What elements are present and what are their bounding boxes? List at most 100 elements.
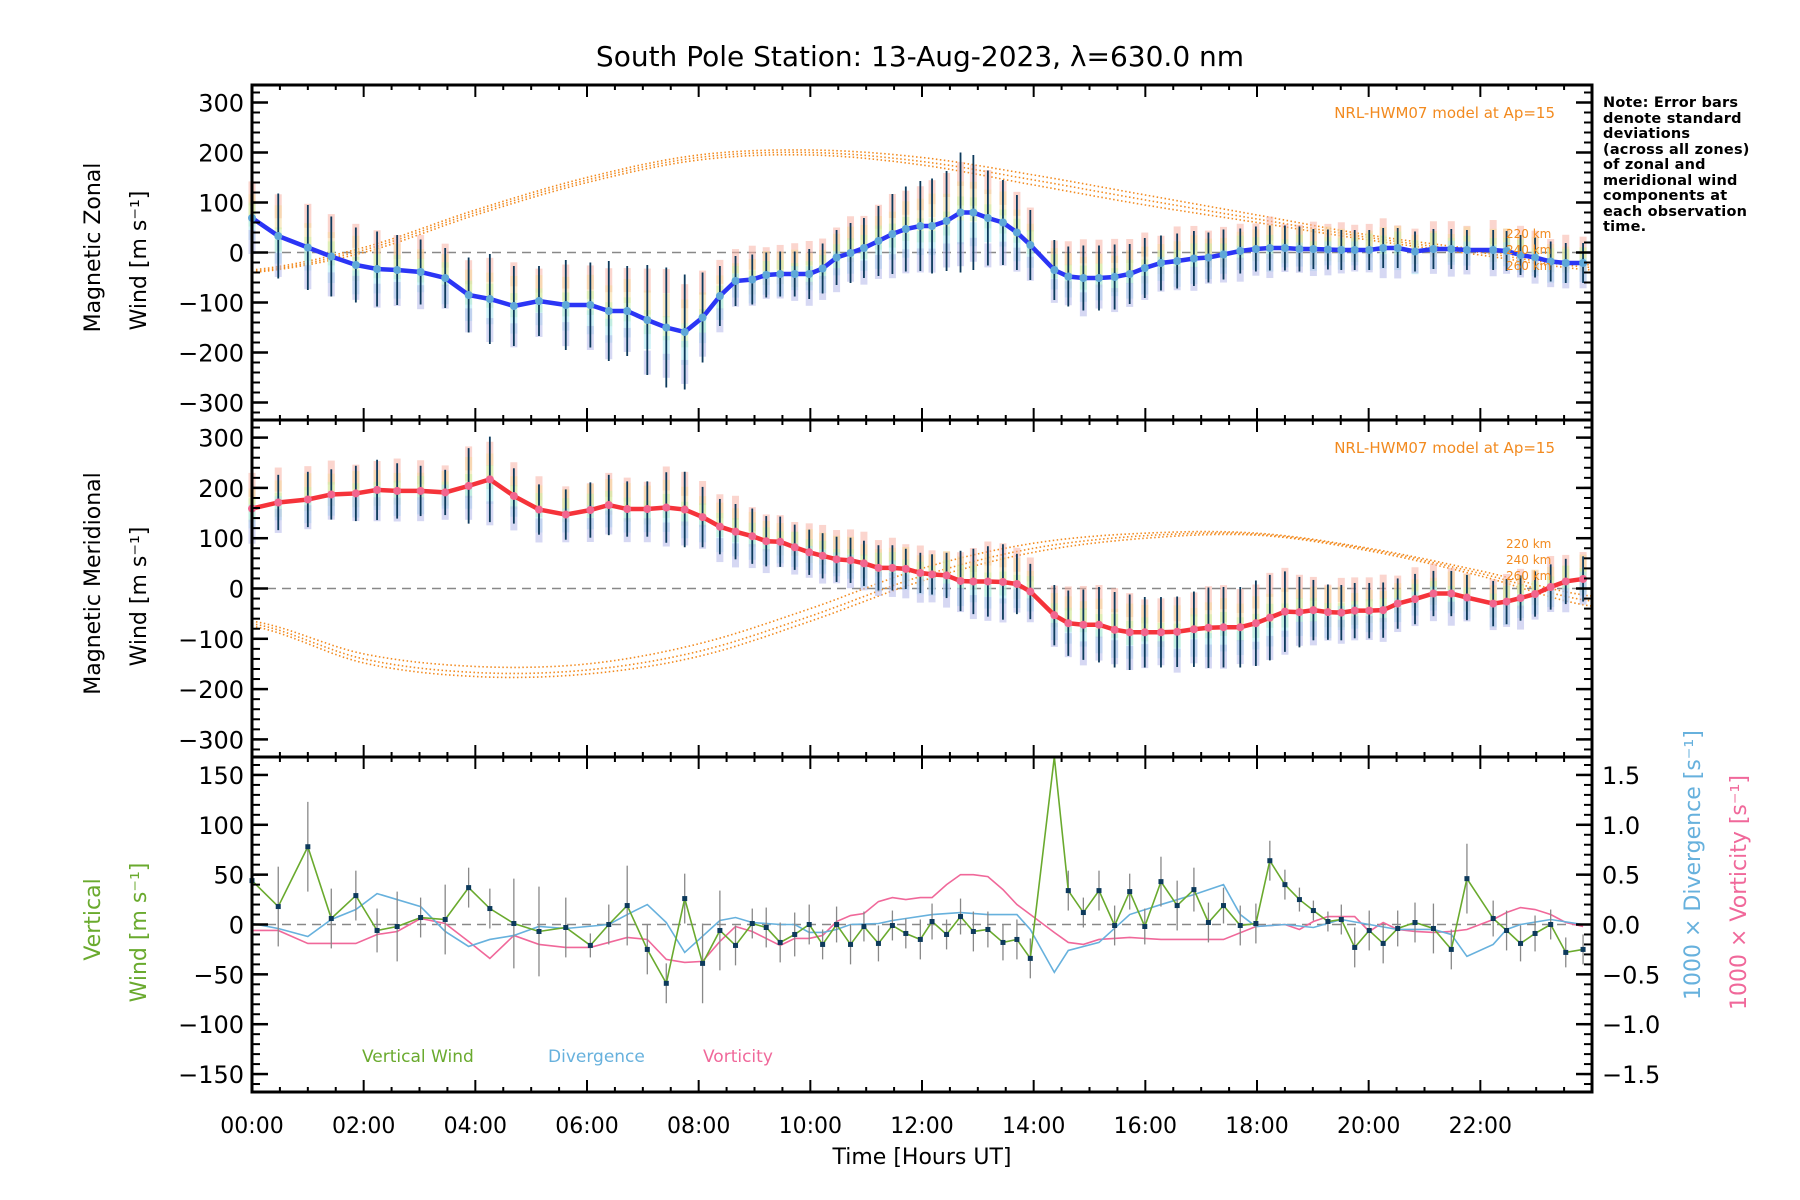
y-tick-label: −50: [193, 961, 244, 989]
data-point: [1079, 274, 1088, 282]
data-point: [859, 244, 868, 252]
data-point: [805, 548, 814, 557]
altitude-label: 220 km: [1506, 537, 1551, 551]
vertical-wind-point: [1448, 946, 1454, 952]
altitude-label: 220 km: [1506, 227, 1551, 241]
x-tick-label: 18:00: [1225, 1114, 1288, 1139]
vertical-wind-point: [1490, 916, 1496, 922]
data-point: [327, 490, 336, 499]
vertical-wind-point: [848, 941, 854, 947]
vertical-wind-point: [536, 928, 542, 934]
altitude-label: 260 km: [1506, 259, 1551, 273]
data-point: [1280, 607, 1289, 616]
data-point: [1079, 620, 1088, 629]
vertical-wind-point: [1158, 879, 1164, 885]
data-point: [1579, 574, 1588, 583]
data-point: [998, 577, 1007, 586]
vertical-wind-point: [682, 896, 688, 902]
data-point: [956, 576, 965, 585]
vertical-wind-point: [275, 904, 281, 910]
vertical-wind-point: [1065, 888, 1071, 894]
data-point: [351, 261, 360, 269]
data-point: [1309, 245, 1318, 253]
note-line: components at: [1603, 188, 1728, 204]
y-axis-title-line2: Wind [m s⁻¹]: [127, 527, 152, 667]
y-tick-label: 50: [213, 862, 244, 890]
vertical-wind-point: [1504, 927, 1510, 933]
vertical-wind-point: [305, 844, 311, 850]
vertical-wind-point: [487, 906, 493, 912]
vertical-wind-point: [792, 931, 798, 937]
data-point: [846, 249, 855, 257]
data-point: [623, 307, 632, 315]
data-point: [956, 208, 965, 217]
vertical-wind-point: [624, 903, 630, 909]
data-point: [888, 230, 897, 238]
data-point: [1337, 608, 1346, 617]
data-point: [1379, 606, 1388, 615]
data-point: [1295, 245, 1304, 253]
data-point: [643, 505, 652, 514]
data-point: [969, 208, 978, 217]
data-point: [464, 291, 473, 299]
vertical-wind-point: [861, 923, 867, 929]
data-point: [1265, 613, 1274, 622]
data-point: [832, 555, 841, 564]
vertical-wind-point: [1532, 930, 1538, 936]
data-point: [1516, 594, 1525, 603]
data-point: [1110, 625, 1119, 634]
data-point: [1189, 254, 1198, 263]
vertical-wind-point: [917, 936, 923, 942]
data-point: [1110, 273, 1119, 281]
vertical-wind-point: [466, 885, 472, 891]
data-point: [534, 297, 543, 305]
altitude-label: 260 km: [1506, 569, 1551, 583]
data-point: [1140, 628, 1149, 637]
data-point: [776, 270, 785, 278]
data-point: [393, 486, 402, 495]
vertical-wind-point: [374, 927, 380, 933]
data-point: [1026, 587, 1035, 596]
data-point: [901, 225, 910, 233]
data-point: [1531, 253, 1540, 262]
vertical-wind-point: [903, 930, 909, 936]
vertical-wind-point: [1395, 925, 1401, 931]
x-tick-label: 12:00: [890, 1114, 953, 1139]
data-point: [416, 268, 425, 276]
data-point: [1125, 270, 1134, 278]
data-point: [715, 292, 724, 300]
vertical-wind-point: [944, 931, 950, 937]
y-tick-label: 200: [198, 475, 244, 503]
y-axis-title-line2: Wind [m s⁻¹]: [127, 863, 152, 1003]
altitude-label: 240 km: [1506, 553, 1551, 567]
right-tick-label: 0.0: [1602, 912, 1640, 940]
data-point: [1502, 597, 1511, 606]
vertical-wind-point: [442, 917, 448, 923]
y-tick-label: 100: [198, 190, 244, 218]
vertical-wind-point: [1366, 927, 1372, 933]
data-point: [680, 505, 689, 514]
vertical-wind-point: [663, 980, 669, 986]
data-point: [790, 543, 799, 552]
data-point: [1236, 247, 1245, 255]
vertical-wind-point: [511, 921, 517, 927]
note-line: (across all zones): [1603, 141, 1750, 158]
data-point: [805, 270, 814, 278]
data-point: [916, 222, 925, 230]
y-tick-label: −100: [178, 1011, 244, 1039]
data-point: [748, 275, 757, 284]
panel-meridional: NRL-HWM07 model at Ap=15 220 km 240 km 260 …: [81, 418, 1594, 759]
data-point: [818, 551, 827, 560]
data-point: [1280, 244, 1289, 252]
y-tick-label: 0: [229, 240, 244, 268]
vertical-wind-point: [1412, 920, 1418, 926]
data-point: [1447, 589, 1456, 598]
data-point: [1393, 244, 1402, 252]
x-tick-label: 16:00: [1114, 1114, 1177, 1139]
data-point: [1012, 228, 1021, 237]
legend-item-vertical-wind: Vertical Wind: [362, 1047, 474, 1067]
data-point: [1323, 245, 1332, 254]
vertical-wind-point: [587, 942, 593, 948]
data-point: [303, 495, 312, 504]
data-point: [1219, 623, 1228, 632]
